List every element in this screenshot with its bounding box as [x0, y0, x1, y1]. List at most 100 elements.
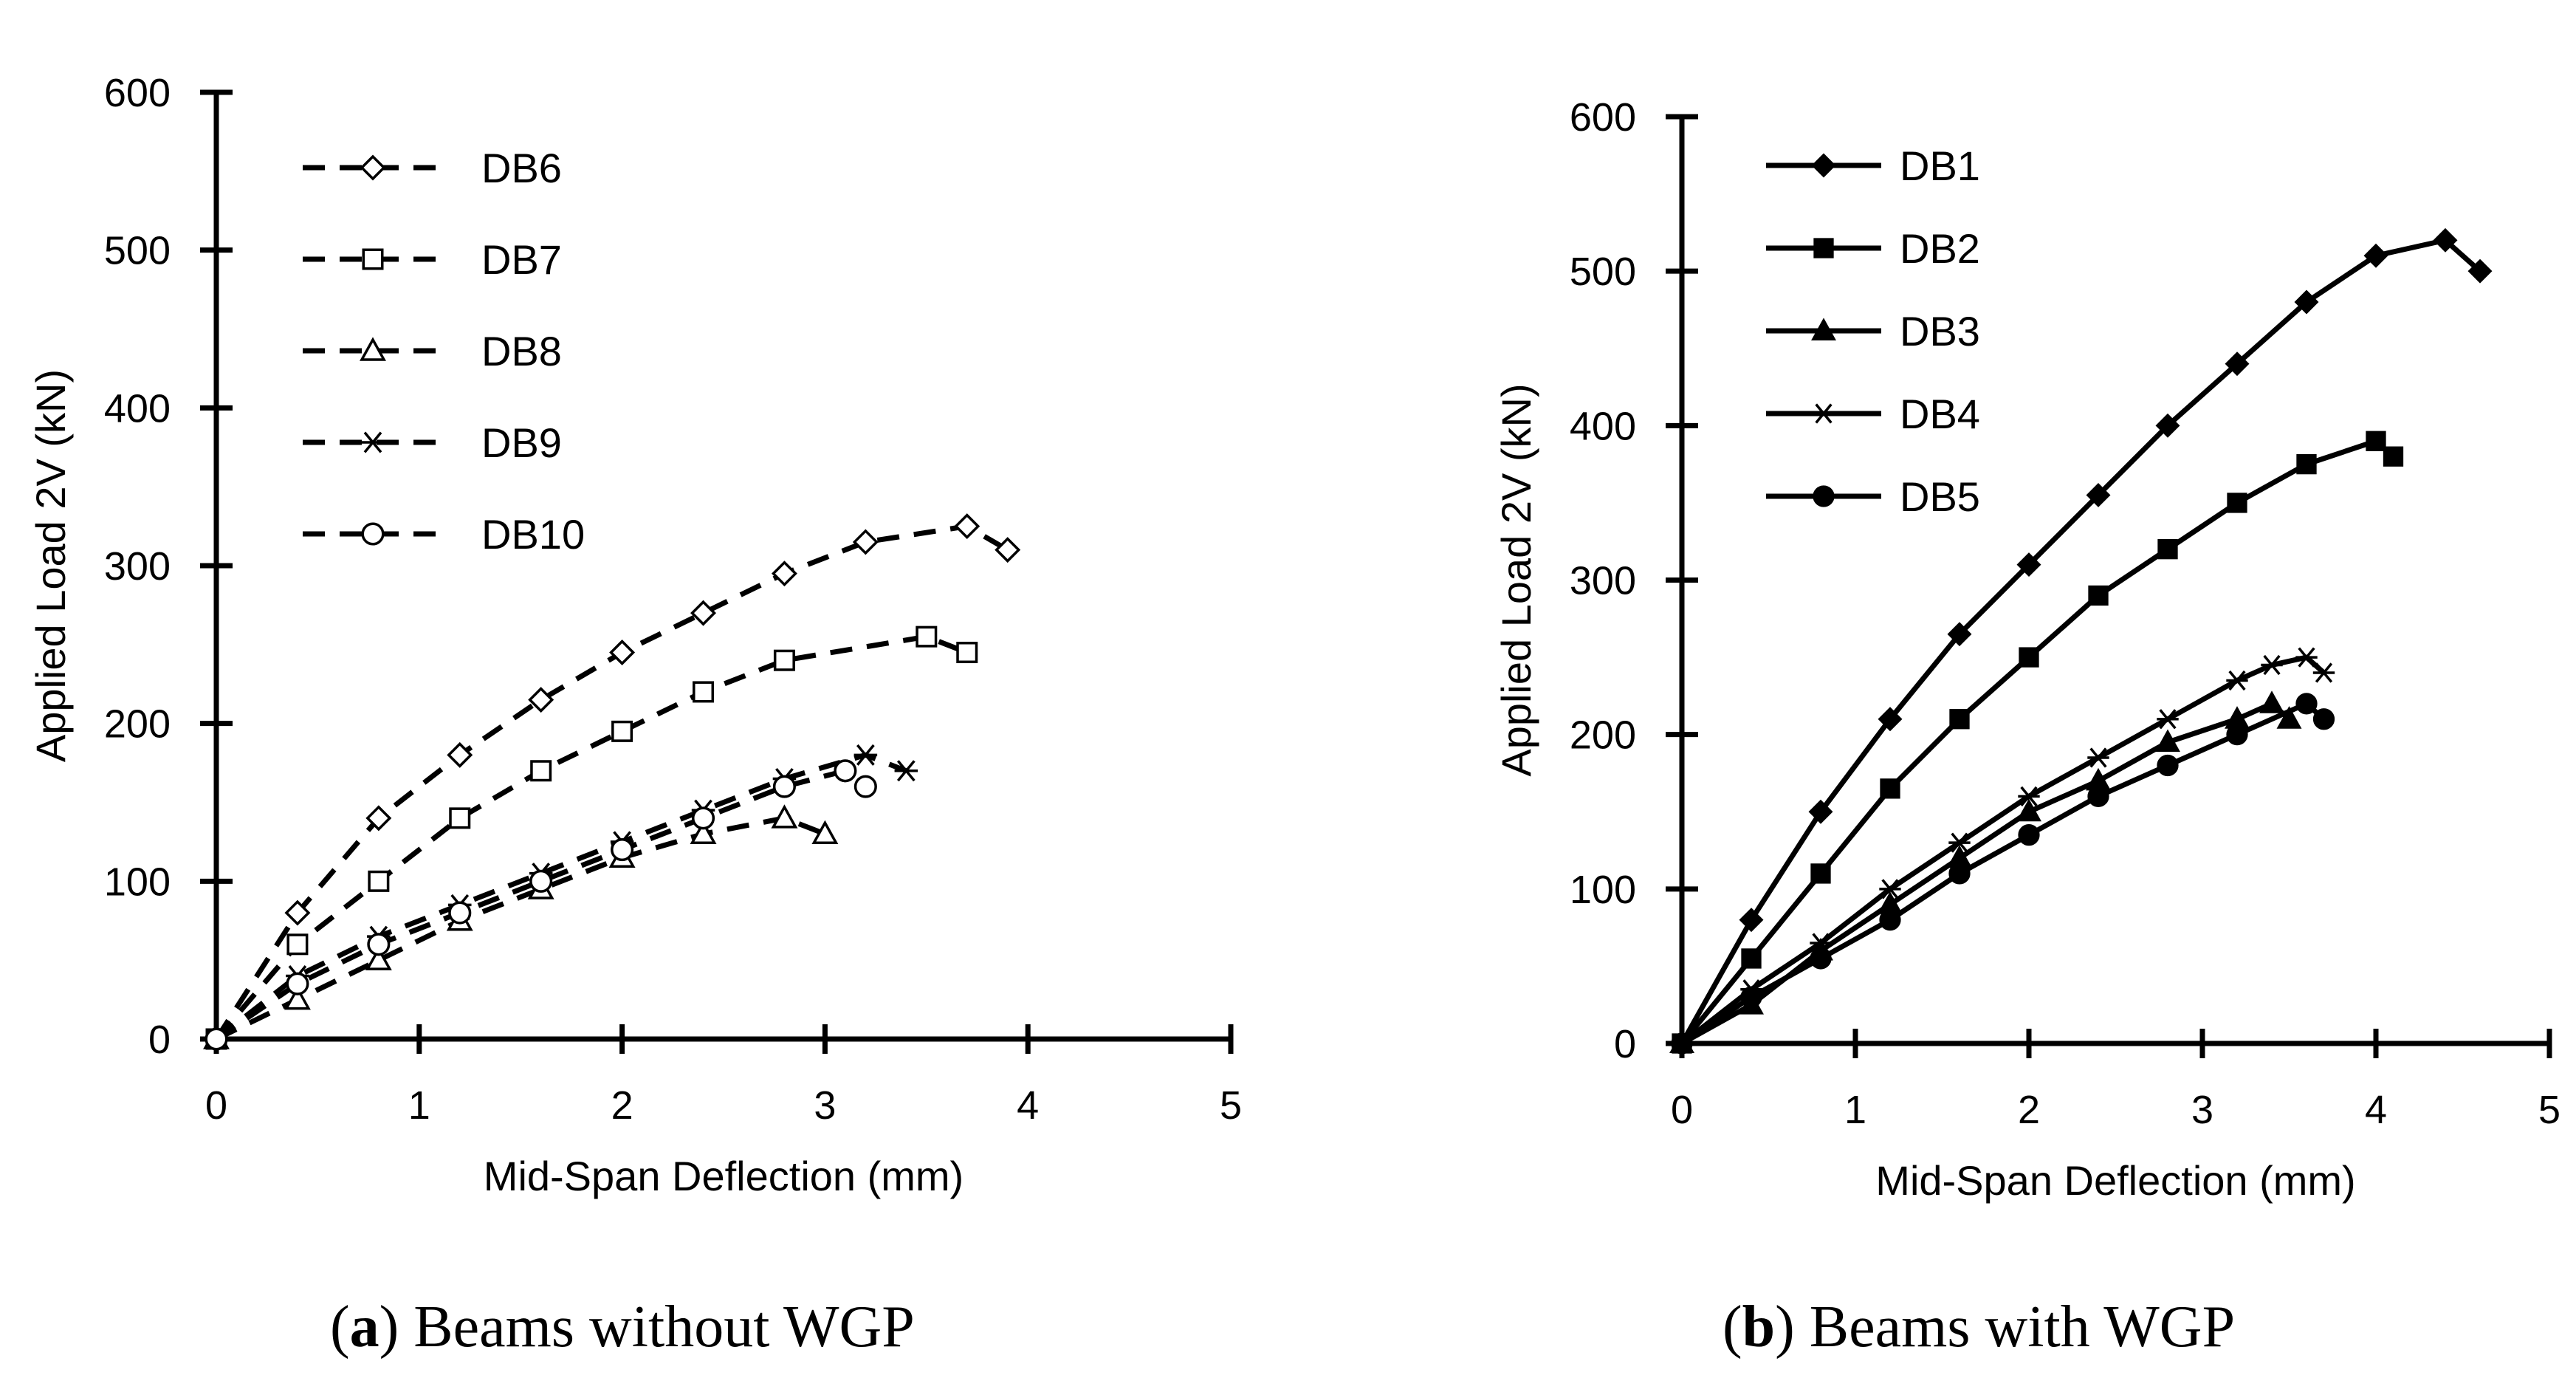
- caption-b: (b) Beams with WGP: [1723, 1295, 2236, 1360]
- chart-b-point-db2: [1810, 863, 1831, 884]
- chart-b-point-db5: [1810, 947, 1832, 970]
- chart-a-x-tick-label: 5: [1220, 1083, 1242, 1128]
- chart-b-legend-item-db3: DB3: [1766, 308, 1980, 354]
- chart-b-series-db5: [1671, 693, 2335, 1055]
- chart-b-point-db2: [2366, 431, 2386, 451]
- chart-b-point-db5: [1948, 863, 1971, 885]
- chart-a-point-db7: [611, 720, 633, 742]
- chart-b-point-db2: [2296, 453, 2317, 475]
- chart-b-legend-label-db5: DB5: [1900, 473, 1980, 520]
- chart-b-legend-marker-db2: [1813, 238, 1834, 258]
- chart-b-point-db4: [2295, 647, 2318, 668]
- chart-a-point-db10: [611, 838, 634, 862]
- chart-b-point-db2: [2088, 585, 2109, 606]
- chart-b-point-db1: [2086, 482, 2111, 507]
- chart-b-legend-label-db4: DB4: [1900, 391, 1980, 437]
- chart-a-point-db7: [956, 642, 978, 664]
- chart-a-point-db7: [530, 760, 552, 782]
- caption-a-text: Beams without WGP: [413, 1295, 915, 1360]
- chart-b-series-line-db2: [1680, 438, 2395, 1046]
- chart-b-y-tick-label: 200: [1570, 713, 1636, 758]
- chart-b-point-db3: [2259, 690, 2284, 713]
- chart-b-x-tick-label: 5: [2538, 1088, 2560, 1132]
- chart-b-point-db4: [2312, 662, 2335, 683]
- chart-b-x-tick-label: 1: [1844, 1088, 1866, 1132]
- chart-a-legend-label-db8: DB8: [481, 328, 562, 374]
- chart-b-point-db1: [2155, 413, 2180, 438]
- chart-a-point-db10: [205, 1027, 228, 1051]
- chart-a-legend-label-db6: DB6: [481, 145, 562, 191]
- chart-a-y-tick-label: 500: [104, 229, 171, 273]
- chart-a-point-db8: [365, 946, 392, 970]
- chart-b-legend-item-db5: DB5: [1766, 473, 1980, 520]
- chart-b-y-tick-label: 400: [1570, 404, 1636, 448]
- chart-a-series-line-db8: [215, 815, 826, 1042]
- chart-b-point-db5: [2312, 708, 2335, 730]
- chart-b-x-tick-label: 3: [2191, 1088, 2213, 1132]
- chart-a-point-db6: [771, 561, 797, 587]
- caption-b-letter: b: [1742, 1295, 1776, 1360]
- chart-b-point-db2: [1949, 709, 1970, 730]
- chart-b-point-db5: [2295, 693, 2318, 715]
- chart-a-series-db7: [205, 625, 978, 1050]
- chart-a-legend-label-db7: DB7: [481, 236, 562, 283]
- chart-a-point-db7: [449, 807, 471, 829]
- chart-a-point-db7: [368, 870, 390, 892]
- chart-b-point-db4: [2261, 654, 2283, 676]
- chart-b-x-tick-label: 4: [2365, 1088, 2387, 1132]
- chart-a-point-db10: [772, 775, 796, 798]
- chart-a-legend-item-db7: DB7: [303, 236, 562, 283]
- chart-a-x-axis-label: Mid-Span Deflection (mm): [484, 1153, 964, 1199]
- chart-a-point-db6: [995, 537, 1021, 563]
- chart-b-y-tick-label: 100: [1570, 868, 1636, 912]
- chart-b-point-db5: [1671, 1032, 1693, 1055]
- chart-a-y-tick-label: 400: [104, 386, 171, 431]
- chart-b-legend-item-db1: DB1: [1766, 143, 1980, 189]
- chart-a-point-db10: [834, 759, 857, 783]
- chart-b-point-db4: [2018, 786, 2040, 806]
- chart-b-point-db5: [2018, 823, 2040, 846]
- caption-b-text: Beams with WGP: [1809, 1295, 2236, 1360]
- chart-b-point-db5: [1740, 986, 1762, 1008]
- chart-b-point-db1: [2433, 227, 2458, 253]
- chart-a-point-db8: [771, 804, 798, 829]
- chart-b-legend-marker-db4: [1813, 403, 1835, 424]
- chart-b-legend-marker-db1: [1811, 153, 1836, 178]
- chart-a-point-db8: [690, 820, 717, 844]
- chart-b-legend-item-db2: DB2: [1766, 225, 1980, 272]
- chart-b-legend-label-db2: DB2: [1900, 225, 1980, 272]
- chart-a-point-db7: [693, 681, 715, 703]
- chart-a-legend-label-db9: DB9: [481, 419, 562, 466]
- chart-a-legend-marker-db8: [360, 337, 386, 361]
- chart-b-x-axis-label: Mid-Span Deflection (mm): [1875, 1157, 2355, 1204]
- chart-a-y-tick-label: 200: [104, 702, 171, 747]
- chart-b-legend-item-db4: DB4: [1766, 391, 1980, 437]
- chart-b-legend-marker-db3: [1811, 318, 1836, 340]
- chart-b-point-db4: [1948, 832, 1971, 853]
- chart-b-y-tick-label: 300: [1570, 559, 1636, 603]
- chart-a-x-tick-label: 1: [408, 1083, 430, 1128]
- chart-b-point-db2: [1741, 948, 1762, 969]
- chart-a-x-tick-label: 2: [611, 1083, 633, 1128]
- chart-b-y-axis-label: Applied Load 2V (kN): [1493, 383, 1539, 776]
- chart-a-legend-marker-db10: [361, 522, 385, 546]
- chart-b-point-db4: [2226, 670, 2248, 691]
- chart-a-series-line-db9: [214, 752, 907, 1041]
- chart-b-point-db5: [2226, 724, 2248, 746]
- chart-a-point-db9: [853, 744, 878, 766]
- chart-b-point-db1: [2016, 552, 2041, 577]
- chart-a-point-db10: [367, 933, 391, 956]
- chart-a-y-tick-label: 100: [104, 860, 171, 904]
- chart-a-point-db6: [954, 513, 980, 540]
- chart-a-legend-marker-db7: [362, 248, 384, 270]
- chart-b-point-db1: [1739, 908, 1764, 933]
- chart-b-series-db2: [1672, 431, 2404, 1054]
- chart-b-point-db3: [2155, 729, 2180, 753]
- chart-b-y-tick-label: 600: [1570, 95, 1636, 140]
- chart-a-point-db10: [529, 869, 553, 893]
- chart-a-point-db6: [690, 600, 716, 626]
- chart-b-y-tick-label: 0: [1614, 1022, 1636, 1066]
